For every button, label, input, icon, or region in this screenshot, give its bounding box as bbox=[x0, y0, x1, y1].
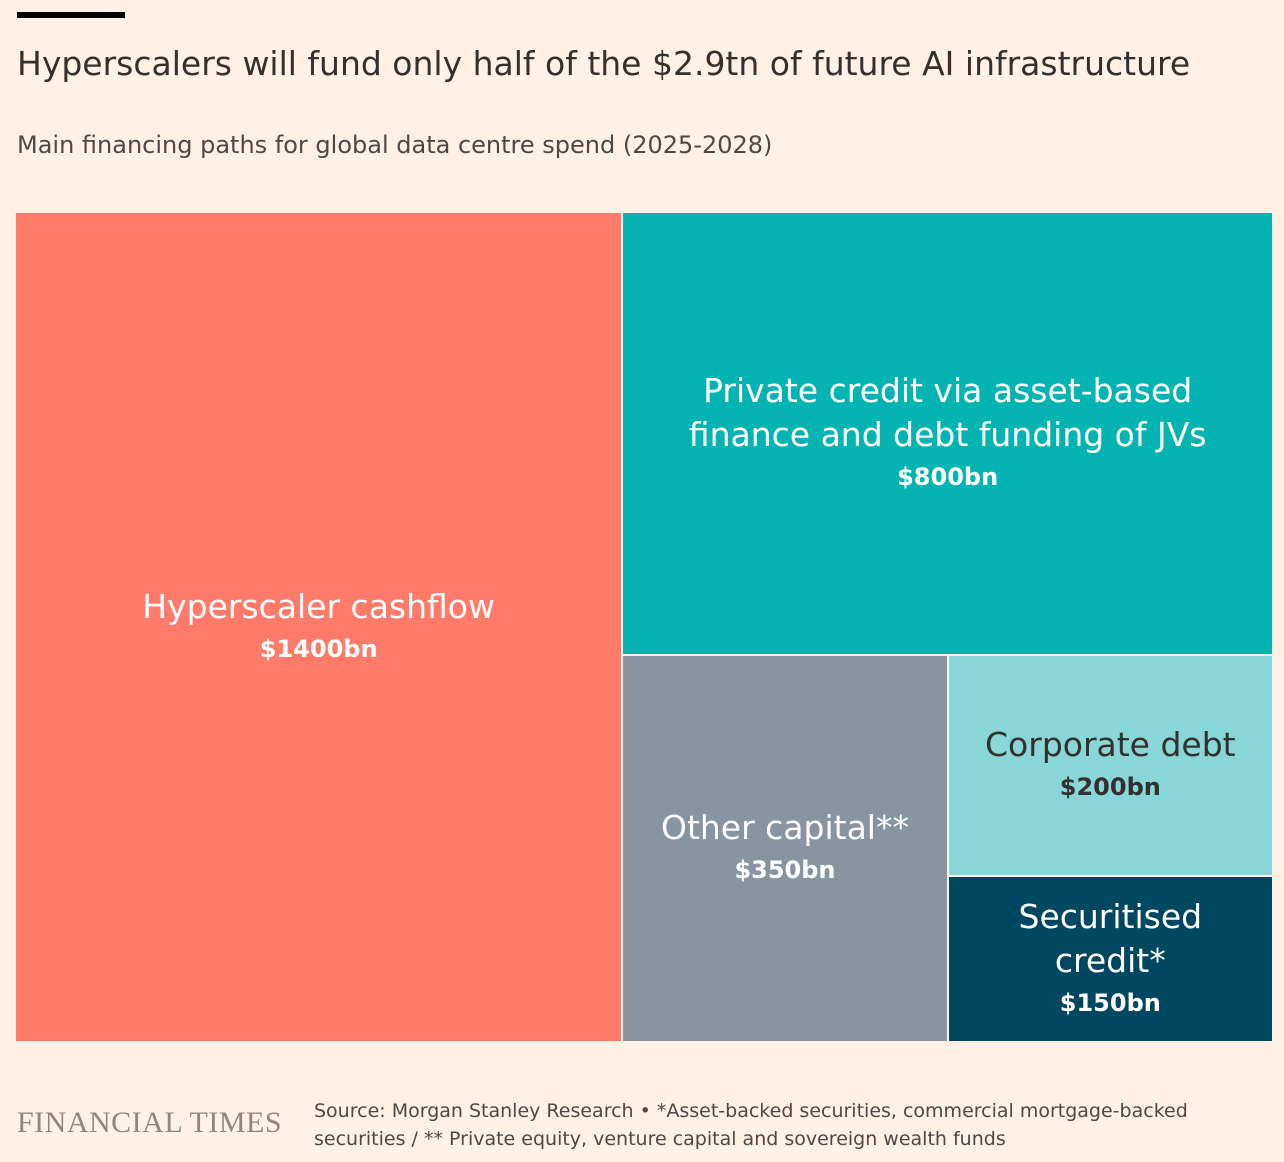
tile-label: Other capital** bbox=[660, 808, 909, 848]
treemap-chart: Hyperscaler cashflow $1400bn Private credi… bbox=[16, 213, 1274, 1043]
tile-corporate-debt: Corporate debt $200bn bbox=[948, 655, 1274, 877]
tile-label: Securitised credit* bbox=[1018, 897, 1203, 980]
tile-private-credit-via-asset-based-finance-and-debt-funding-of-jvs: Private credit via asset-based finance a… bbox=[623, 213, 1274, 656]
tile-label: Hyperscaler cashflow bbox=[142, 587, 495, 626]
tile-label: Private credit via asset-based finance a… bbox=[688, 371, 1207, 455]
chart-title: Hyperscalers will fund only half of the … bbox=[17, 44, 1191, 83]
tile-value: $200bn bbox=[1059, 773, 1161, 802]
top-rule bbox=[17, 12, 125, 18]
chart-subtitle: Main financing paths for global data cen… bbox=[17, 131, 773, 159]
tile-value: $800bn bbox=[897, 463, 999, 492]
tile-value: $150bn bbox=[1059, 989, 1161, 1017]
tile-hyperscaler-cashflow: Hyperscaler cashflow $1400bn bbox=[16, 213, 624, 1043]
tile-value: $1400bn bbox=[259, 635, 378, 663]
source-note: Source: Morgan Stanley Research • *Asset… bbox=[314, 1100, 1188, 1150]
tile-label: Corporate debt bbox=[985, 725, 1236, 765]
tile-value: $350bn bbox=[734, 856, 836, 885]
tile-securitised-credit: Securitised credit* $150bn bbox=[948, 877, 1274, 1043]
tile-other-capital: Other capital** $350bn bbox=[623, 655, 949, 1043]
ft-logo: FINANCIAL TIMES bbox=[17, 1106, 283, 1139]
